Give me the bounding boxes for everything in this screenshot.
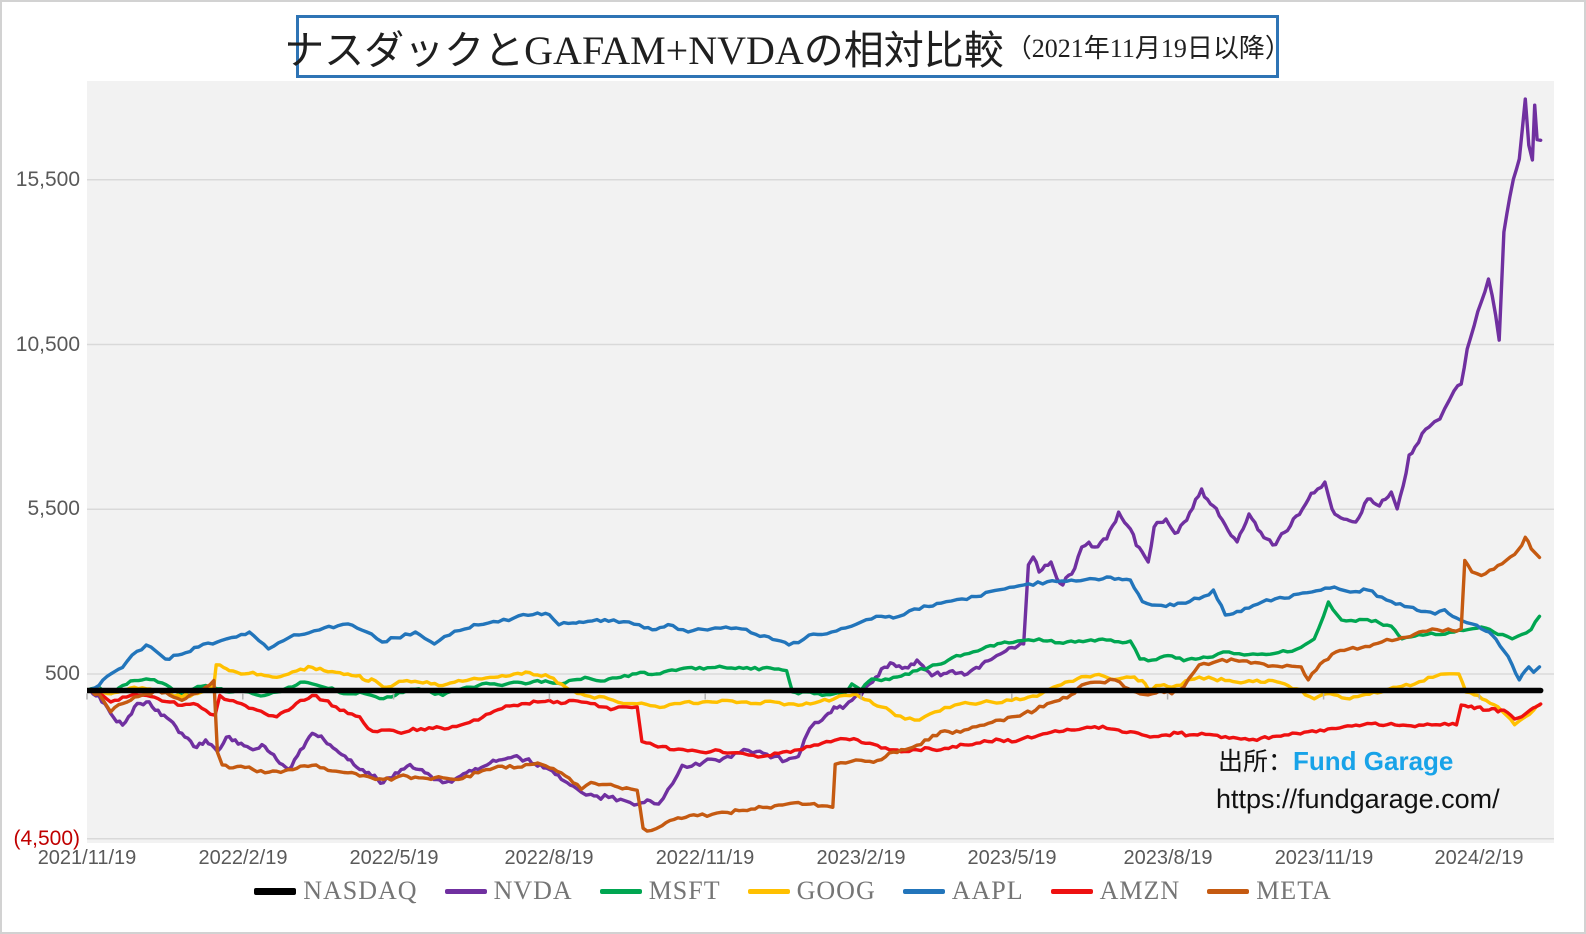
x-axis-label: 2021/11/19	[37, 847, 137, 869]
series-line-aapl	[87, 575, 1542, 693]
legend-label: NVDA	[493, 876, 573, 905]
legend-item-nasdaq: NASDAQ	[254, 876, 417, 906]
y-axis-label: 500	[44, 662, 80, 685]
series-line-meta	[87, 535, 1542, 833]
legend-swatch	[254, 887, 297, 895]
x-axis-label: 2023/5/19	[967, 847, 1057, 869]
legend-label: META	[1256, 876, 1332, 905]
x-axis-label: 2024/2/19	[1434, 847, 1524, 869]
legend-swatch	[1207, 888, 1250, 894]
legend-item-msft: MSFT	[599, 876, 721, 906]
chart-title-box: ナスダックとGAFAM+NVDAの相対比較 （2021年11月19日以降）	[284, 15, 1291, 78]
series-lines	[87, 97, 1544, 833]
legend: NASDAQ NVDA MSFT GOOG AAPL AMZN META	[2, 876, 1584, 906]
x-axis-label: 2023/8/19	[1123, 847, 1213, 869]
legend-item-goog: GOOG	[747, 876, 876, 906]
x-axis-label: 2022/5/19	[349, 847, 439, 869]
source-label: 出所：	[1218, 748, 1294, 776]
source-url: https://fundgarage.com/	[1216, 784, 1500, 814]
legend-item-amzn: AMZN	[1050, 876, 1181, 906]
legend-item-aapl: AAPL	[902, 876, 1024, 906]
legend-swatch	[1050, 888, 1093, 894]
source-brand: Fund Garage	[1293, 746, 1454, 776]
gridlines	[87, 179, 1554, 840]
legend-item-meta: META	[1207, 876, 1332, 906]
legend-swatch	[747, 888, 790, 894]
y-axis-label: 5,500	[27, 497, 80, 520]
legend-swatch	[599, 888, 642, 894]
x-axis-label: 2023/2/19	[816, 847, 906, 869]
legend-label: AMZN	[1099, 876, 1181, 905]
y-axis-label: (4,500)	[13, 827, 80, 850]
series-line-nvda	[87, 97, 1543, 807]
x-axis-label: 2022/11/19	[655, 847, 755, 869]
source-attribution: 出所：Fund Garage	[1218, 742, 1453, 778]
series-line-amzn	[87, 688, 1543, 759]
axis-tick-marks	[86, 693, 1481, 700]
series-line-msft	[87, 600, 1542, 701]
y-axis-label: 10,500	[15, 333, 80, 356]
x-axis-label: 2022/8/19	[504, 847, 594, 869]
legend-label: AAPL	[951, 876, 1024, 905]
legend-item-nvda: NVDA	[444, 876, 573, 906]
x-axis-label: 2023/11/19	[1274, 847, 1374, 869]
chart-title-suffix: （2021年11月19日以降）	[1005, 34, 1291, 63]
legend-label: MSFT	[648, 876, 721, 905]
legend-swatch	[444, 888, 487, 894]
legend-swatch	[902, 888, 945, 894]
x-axis-label: 2022/2/19	[198, 847, 288, 869]
y-axis-label: 15,500	[15, 168, 80, 191]
chart-title: ナスダックとGAFAM+NVDAの相対比較	[284, 27, 1004, 73]
legend-label: GOOG	[796, 876, 876, 905]
legend-label: NASDAQ	[303, 876, 418, 905]
plot-background	[87, 81, 1554, 843]
